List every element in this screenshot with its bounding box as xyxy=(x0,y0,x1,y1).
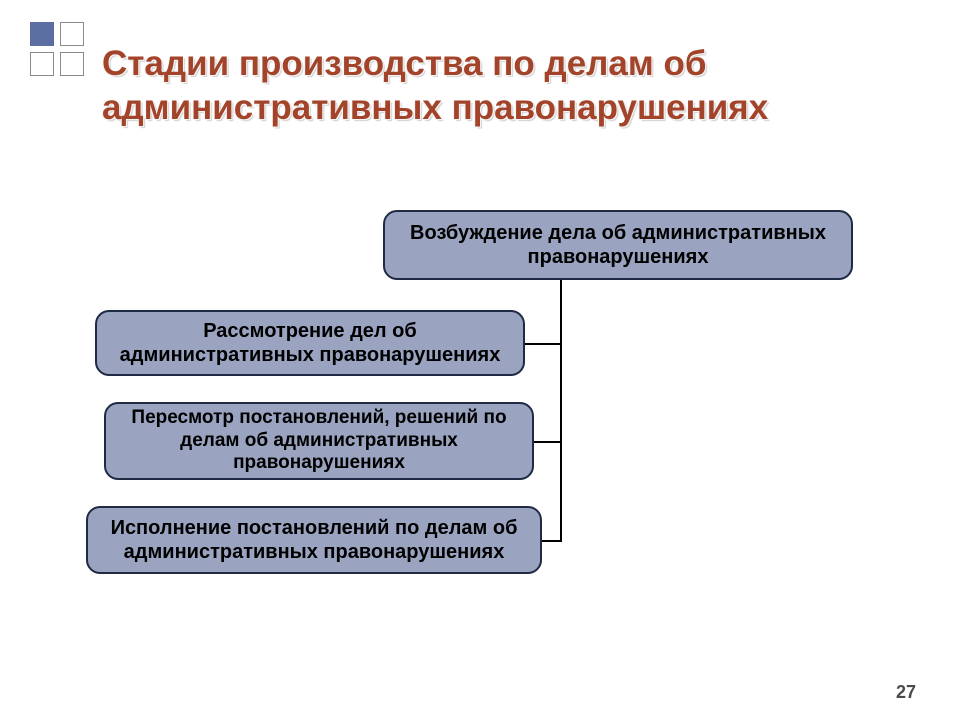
slide-title: Стадии производства по делам об админист… xyxy=(102,42,902,130)
node-root: Возбуждение дела об административных пра… xyxy=(383,210,853,280)
connector-branch-2 xyxy=(534,441,562,443)
connector-trunk xyxy=(560,280,562,542)
slide: Стадии производства по делам об админист… xyxy=(0,0,960,720)
node-child-1: Рассмотрение дел об административных пра… xyxy=(95,310,525,376)
deco-square-1 xyxy=(30,22,54,46)
node-child-2: Пересмотр постановлений, решений по дела… xyxy=(104,402,534,480)
connector-branch-3 xyxy=(542,540,562,542)
deco-square-2 xyxy=(60,22,84,46)
deco-square-4 xyxy=(60,52,84,76)
node-child-3: Исполнение постановлений по делам об адм… xyxy=(86,506,542,574)
deco-square-3 xyxy=(30,52,54,76)
connector-branch-1 xyxy=(525,343,562,345)
page-number: 27 xyxy=(896,682,916,703)
